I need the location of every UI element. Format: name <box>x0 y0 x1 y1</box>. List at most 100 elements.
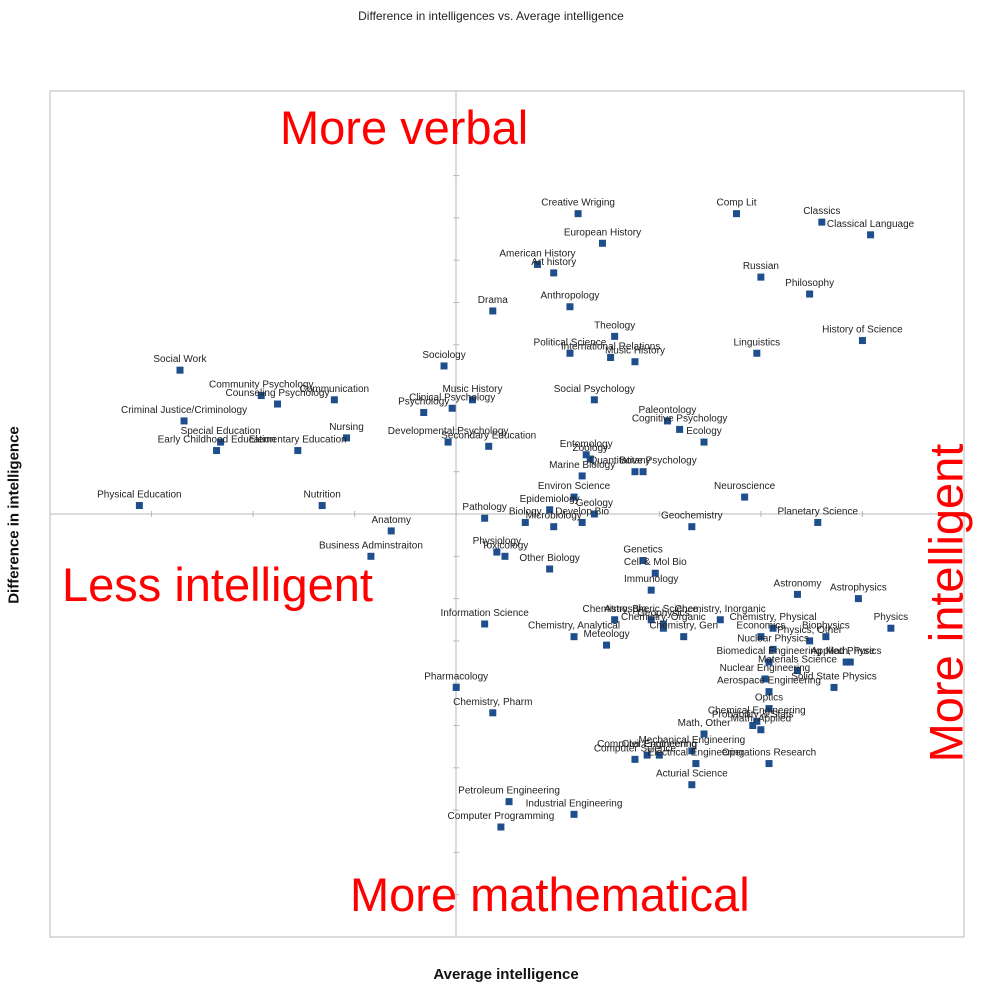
data-label: Optics <box>755 693 783 704</box>
data-label: European History <box>564 227 641 238</box>
data-label: Quantitative Psychology <box>589 456 696 467</box>
annotation-less-intelligent: Less intelligent <box>62 558 373 611</box>
data-point <box>566 303 574 311</box>
data-point <box>135 502 143 510</box>
data-point <box>842 658 850 666</box>
data-point <box>818 218 826 226</box>
data-point <box>533 260 541 268</box>
data-label: Chemistry, Gen <box>649 621 718 632</box>
data-point <box>749 722 757 729</box>
data-label: Russian <box>743 261 779 272</box>
data-point <box>343 434 351 442</box>
data-point <box>643 751 651 759</box>
data-point <box>846 658 854 666</box>
data-label: Art history <box>531 257 576 268</box>
data-point <box>566 349 574 357</box>
x-axis-title: Average intelligence <box>433 966 579 983</box>
data-label: Cognitive Psychology <box>632 413 728 424</box>
data-point <box>769 624 777 632</box>
data-label: Counseling Psychology <box>226 388 330 399</box>
data-label: Petroleum Engineering <box>458 786 560 797</box>
data-point <box>769 645 777 653</box>
data-point <box>647 586 655 594</box>
data-point <box>505 798 513 806</box>
data-label: Linguistics <box>733 337 780 348</box>
data-label: Computer Programming <box>448 811 555 822</box>
data-labels: Creative Wriging Comp Lit Classics Classica… <box>97 198 915 822</box>
data-point <box>793 590 801 598</box>
data-point <box>607 353 615 361</box>
data-label: Toxicology <box>482 540 529 551</box>
data-point <box>180 417 188 425</box>
data-label: Geology <box>576 498 613 509</box>
data-point <box>631 358 639 366</box>
data-point <box>497 823 505 831</box>
data-label: Aerospace Engineering <box>717 676 821 687</box>
data-label: Chemistry, Physical <box>730 612 817 623</box>
data-label: Theology <box>594 320 635 331</box>
data-point <box>330 396 338 404</box>
data-label: Drama <box>478 295 508 306</box>
data-label: Other Biology <box>519 553 580 564</box>
data-label: Physics <box>874 612 908 623</box>
data-label: Nuclear Engineering <box>720 663 811 674</box>
data-point <box>733 210 741 218</box>
data-point <box>489 307 497 315</box>
data-label: Economics <box>736 621 785 632</box>
data-label: Entomology <box>560 439 613 450</box>
data-point <box>448 404 456 412</box>
data-point <box>741 493 749 501</box>
data-label: Music History <box>442 384 502 395</box>
data-label: Materials Science <box>758 655 837 666</box>
data-label: Physics, Other <box>777 625 843 636</box>
data-point <box>578 472 586 480</box>
data-label: Applied Physics <box>811 646 882 657</box>
data-label: Genetics <box>623 545 662 556</box>
data-label: American History <box>499 248 575 259</box>
data-label: Meteology <box>583 629 629 640</box>
data-label: Clinical Psychology <box>409 392 495 403</box>
data-point <box>659 624 667 632</box>
data-label: Chemistry, Bio <box>583 604 648 615</box>
data-point <box>688 747 696 755</box>
data-label: Communication <box>300 384 369 395</box>
data-label: Acturial Science <box>656 769 728 780</box>
data-point <box>570 493 578 501</box>
data-point <box>806 290 814 298</box>
data-label: Social Work <box>153 354 207 365</box>
data-label: Biomedical Engineering <box>716 646 821 657</box>
data-point <box>854 595 862 603</box>
data-point <box>586 455 594 463</box>
data-label: Botany <box>619 456 650 467</box>
data-point <box>655 751 663 759</box>
data-label: Community Psychology <box>209 380 313 391</box>
data-label: Chemistry, Inorganic <box>675 604 766 615</box>
data-point <box>493 548 501 556</box>
data-point <box>489 709 497 717</box>
data-label: Marine Biology <box>549 460 615 471</box>
data-point <box>452 683 460 691</box>
data-point <box>176 366 184 374</box>
data-label: Social Psychology <box>554 384 635 395</box>
data-label: Music History <box>605 346 665 357</box>
data-point <box>318 502 326 510</box>
data-label: Solid State Physics <box>791 671 877 682</box>
data-label: Cell & Mol Bio <box>624 557 687 568</box>
data-label: Business Adminstraiton <box>319 540 423 551</box>
data-point <box>806 637 814 645</box>
data-point <box>663 417 671 425</box>
data-label: Creative Wriging <box>541 198 615 209</box>
data-point <box>765 688 773 696</box>
data-points <box>135 210 895 831</box>
data-point <box>294 447 302 455</box>
data-point <box>213 447 221 455</box>
data-label: Environ Science <box>538 481 611 492</box>
data-label: Probability & Stats <box>712 710 794 721</box>
data-point <box>688 781 696 789</box>
data-point <box>761 675 769 683</box>
chart-title: Difference in intelligences vs. Average … <box>358 9 624 23</box>
data-label: Geochemistry <box>661 511 723 522</box>
data-label: Secondary Education <box>441 430 536 441</box>
data-point <box>485 442 493 450</box>
data-point <box>578 518 586 526</box>
